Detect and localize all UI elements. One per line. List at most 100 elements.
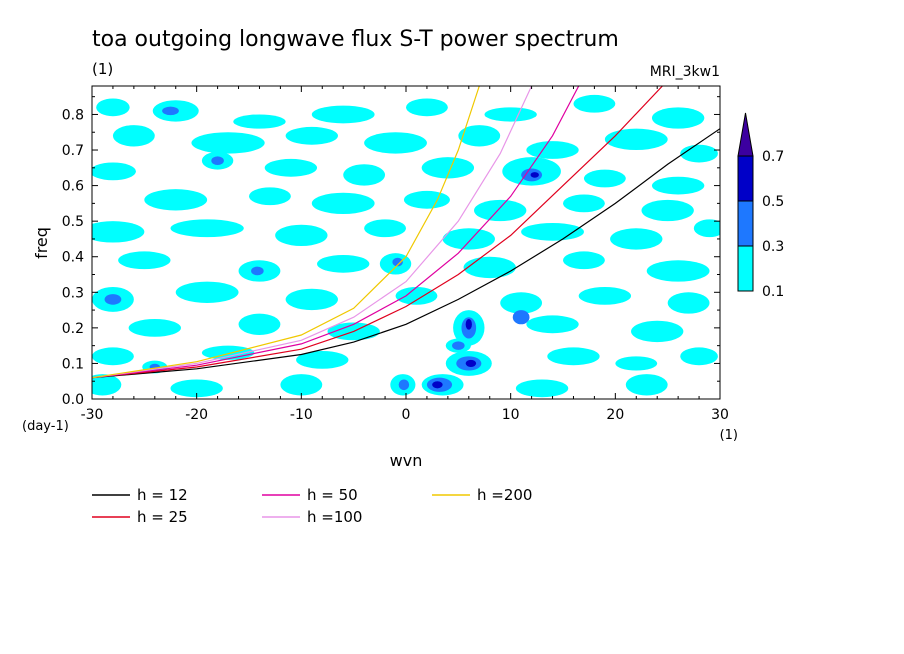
contour-patch-46 <box>317 254 370 273</box>
contour-patch-67 <box>526 315 579 334</box>
contour-patch-13 <box>458 125 501 147</box>
series-line-1 <box>92 86 663 379</box>
colorbar-arrow <box>737 112 754 157</box>
y-tick-label-0: 0.0 <box>62 392 84 408</box>
contour-patch-31 <box>403 190 450 209</box>
contour-patch-60 <box>667 292 710 314</box>
contour-patch-59 <box>578 286 632 305</box>
series-line-3 <box>92 86 533 379</box>
contour-patch-7 <box>573 94 616 113</box>
contour-patch-66 <box>465 318 472 330</box>
contour-patch-3 <box>233 114 286 129</box>
x-tick-label-1: -20 <box>185 407 208 423</box>
x-tick-label-5: 20 <box>606 407 624 423</box>
legend-label-2: h = 50 <box>307 486 358 504</box>
x-axis-label: wvn <box>390 451 423 470</box>
x-axis-unit: (1) <box>720 428 738 443</box>
contour-patch-14 <box>526 141 579 159</box>
legend-label-3: h =100 <box>307 508 362 526</box>
contour-patch-8 <box>651 107 705 129</box>
contour-patch-38 <box>364 219 407 238</box>
x-tick-label-4: 10 <box>502 407 520 423</box>
contour-patch-2 <box>162 106 179 116</box>
contour-patch-39 <box>442 228 495 250</box>
contour-patch-53 <box>104 294 122 305</box>
contour-patch-73 <box>452 341 465 350</box>
contour-patch-35 <box>92 221 145 243</box>
contour-patch-40 <box>521 222 584 241</box>
contour-patch-10 <box>191 132 265 154</box>
y-tick-label-4: 0.4 <box>62 250 84 266</box>
contour-patch-45 <box>251 266 264 276</box>
contour-patch-29 <box>248 187 291 206</box>
contour-patch-54 <box>175 281 239 303</box>
contour-patch-12 <box>364 132 427 154</box>
contour-patch-55 <box>285 288 338 311</box>
contour-patch-6 <box>484 107 537 122</box>
contour-patch-69 <box>92 347 134 366</box>
legend-label-4: h =200 <box>477 486 532 504</box>
contour-patch-27 <box>651 176 705 195</box>
x-tick-label-3: 0 <box>402 407 411 423</box>
contour-patch-4 <box>311 105 375 124</box>
colorbar: 0.1 0.3 0.5 0.7 <box>737 112 784 300</box>
y-tick-label-5: 0.5 <box>62 214 84 230</box>
colorbar-label-2: 0.5 <box>762 194 784 210</box>
contour-patch-48 <box>392 257 403 267</box>
contour-patch-30 <box>311 192 375 215</box>
contour-patch-79 <box>680 347 718 366</box>
colorbar-segment-0 <box>737 245 754 292</box>
contour-patch-50 <box>563 251 605 270</box>
series-line-0 <box>92 128 720 379</box>
contour-patch-26 <box>583 169 626 188</box>
y-tick-label-6: 0.6 <box>62 179 84 195</box>
y-tick-label-3: 0.3 <box>62 285 84 301</box>
contour-patch-25 <box>530 172 539 178</box>
legend: h = 12 h = 25 h = 50 h =100 h =200 <box>92 486 532 526</box>
contour-patch-0 <box>96 98 130 117</box>
chart-subtitle-left: (1) <box>92 60 113 78</box>
contour-patch-51 <box>646 260 710 282</box>
contour-patch-34 <box>641 199 694 222</box>
contour-patch-11 <box>285 126 338 145</box>
colorbar-label-0: 0.1 <box>762 284 784 300</box>
contour-patch-84 <box>280 374 323 396</box>
y-tick-label-8: 0.8 <box>62 107 84 123</box>
contour-patch-41 <box>610 228 663 250</box>
contour-patch-33 <box>563 194 605 213</box>
y-axis: 0.0 0.1 0.2 0.3 0.4 0.5 0.6 0.7 0.8 <box>62 96 720 408</box>
dispersion-curves <box>92 86 720 379</box>
contour-patch-82 <box>92 374 122 396</box>
contour-patch-57 <box>500 292 543 314</box>
contour-patch-49 <box>463 256 516 279</box>
series-line-4 <box>92 86 480 379</box>
contour-patch-90 <box>515 379 569 398</box>
contour-layer <box>92 94 720 398</box>
contour-patch-42 <box>693 219 720 238</box>
contour-patch-15 <box>604 128 668 151</box>
contour-patch-61 <box>128 318 181 337</box>
contour-patch-32 <box>474 199 527 222</box>
legend-label-0: h = 12 <box>137 486 188 504</box>
y-tick-label-7: 0.7 <box>62 143 84 159</box>
contour-patch-37 <box>275 224 328 247</box>
contour-patch-19 <box>92 162 136 181</box>
contour-patch-16 <box>680 144 718 163</box>
contour-patch-5 <box>406 98 448 117</box>
chart-subtitle-right: MRI_3kw1 <box>650 64 720 80</box>
colorbar-label-3: 0.7 <box>762 149 784 165</box>
contour-patch-71 <box>296 350 349 369</box>
series-line-2 <box>92 86 580 379</box>
y-axis-label: freq <box>32 227 51 259</box>
chart-title: toa outgoing longwave flux S-T power spe… <box>92 27 619 52</box>
y-tick-label-1: 0.1 <box>62 356 84 372</box>
x-tick-label-6: 30 <box>711 407 729 423</box>
contour-patch-21 <box>343 164 386 186</box>
contour-patch-20 <box>264 158 318 177</box>
y-tick-label-2: 0.2 <box>62 321 84 337</box>
contour-patch-78 <box>615 356 658 371</box>
contour-patch-89 <box>432 381 443 389</box>
colorbar-segment-2 <box>737 155 754 202</box>
contour-patch-9 <box>112 125 155 147</box>
